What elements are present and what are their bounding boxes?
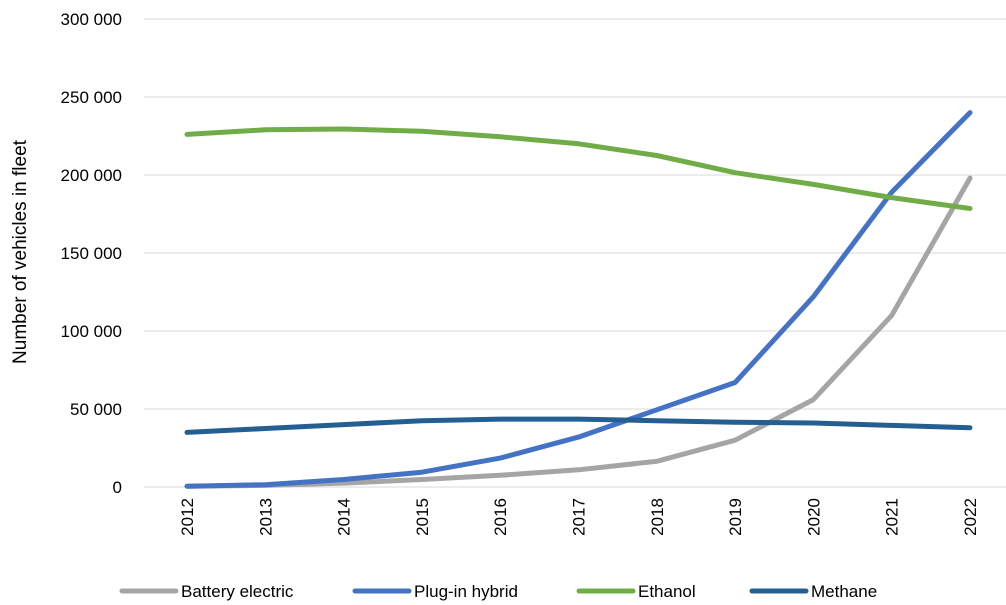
x-tick-label: 2015 (413, 498, 432, 536)
y-tick-label: 300 000 (61, 10, 122, 29)
legend-label: Ethanol (638, 582, 696, 601)
legend-label: Methane (811, 582, 877, 601)
series-line-ethanol (184, 126, 973, 211)
x-tick-label: 2013 (256, 498, 275, 536)
x-tick-label: 2020 (804, 498, 823, 536)
x-tick-label: 2017 (570, 498, 589, 536)
x-tick-label: 2016 (491, 498, 510, 536)
y-tick-label: 0 (113, 478, 122, 497)
series-line-plug-in-hybrid (184, 110, 973, 489)
legend-label: Plug-in hybrid (414, 582, 518, 601)
x-tick-label: 2021 (883, 498, 902, 536)
y-tick-label: 250 000 (61, 88, 122, 107)
x-tick-label: 2022 (961, 498, 980, 536)
y-tick-label: 200 000 (61, 166, 122, 185)
series-line-methane (184, 416, 973, 435)
legend-label: Battery electric (181, 582, 294, 601)
series-lines (184, 110, 973, 489)
y-axis-title: Number of vehicles in fleet (10, 139, 31, 364)
x-tick-label: 2014 (335, 498, 354, 536)
y-tick-label: 100 000 (61, 322, 122, 341)
legend: Battery electric Plug-in hybrid Ethanol Met… (119, 582, 877, 601)
x-tick-label: 2019 (726, 498, 745, 536)
gridlines (144, 18, 1006, 488)
x-axis-ticks: 2012 2013 2014 2015 2016 2017 2018 2019 2020 2021… (178, 498, 980, 536)
y-tick-label: 150 000 (61, 244, 122, 263)
y-tick-label: 50 000 (70, 400, 122, 419)
x-tick-label: 2018 (648, 498, 667, 536)
y-axis-ticks: 0 50 000 100 000 150 000 200 000 250 000 300 0… (61, 10, 122, 497)
x-tick-label: 2012 (178, 498, 197, 536)
series-line-battery-electric (184, 175, 973, 489)
